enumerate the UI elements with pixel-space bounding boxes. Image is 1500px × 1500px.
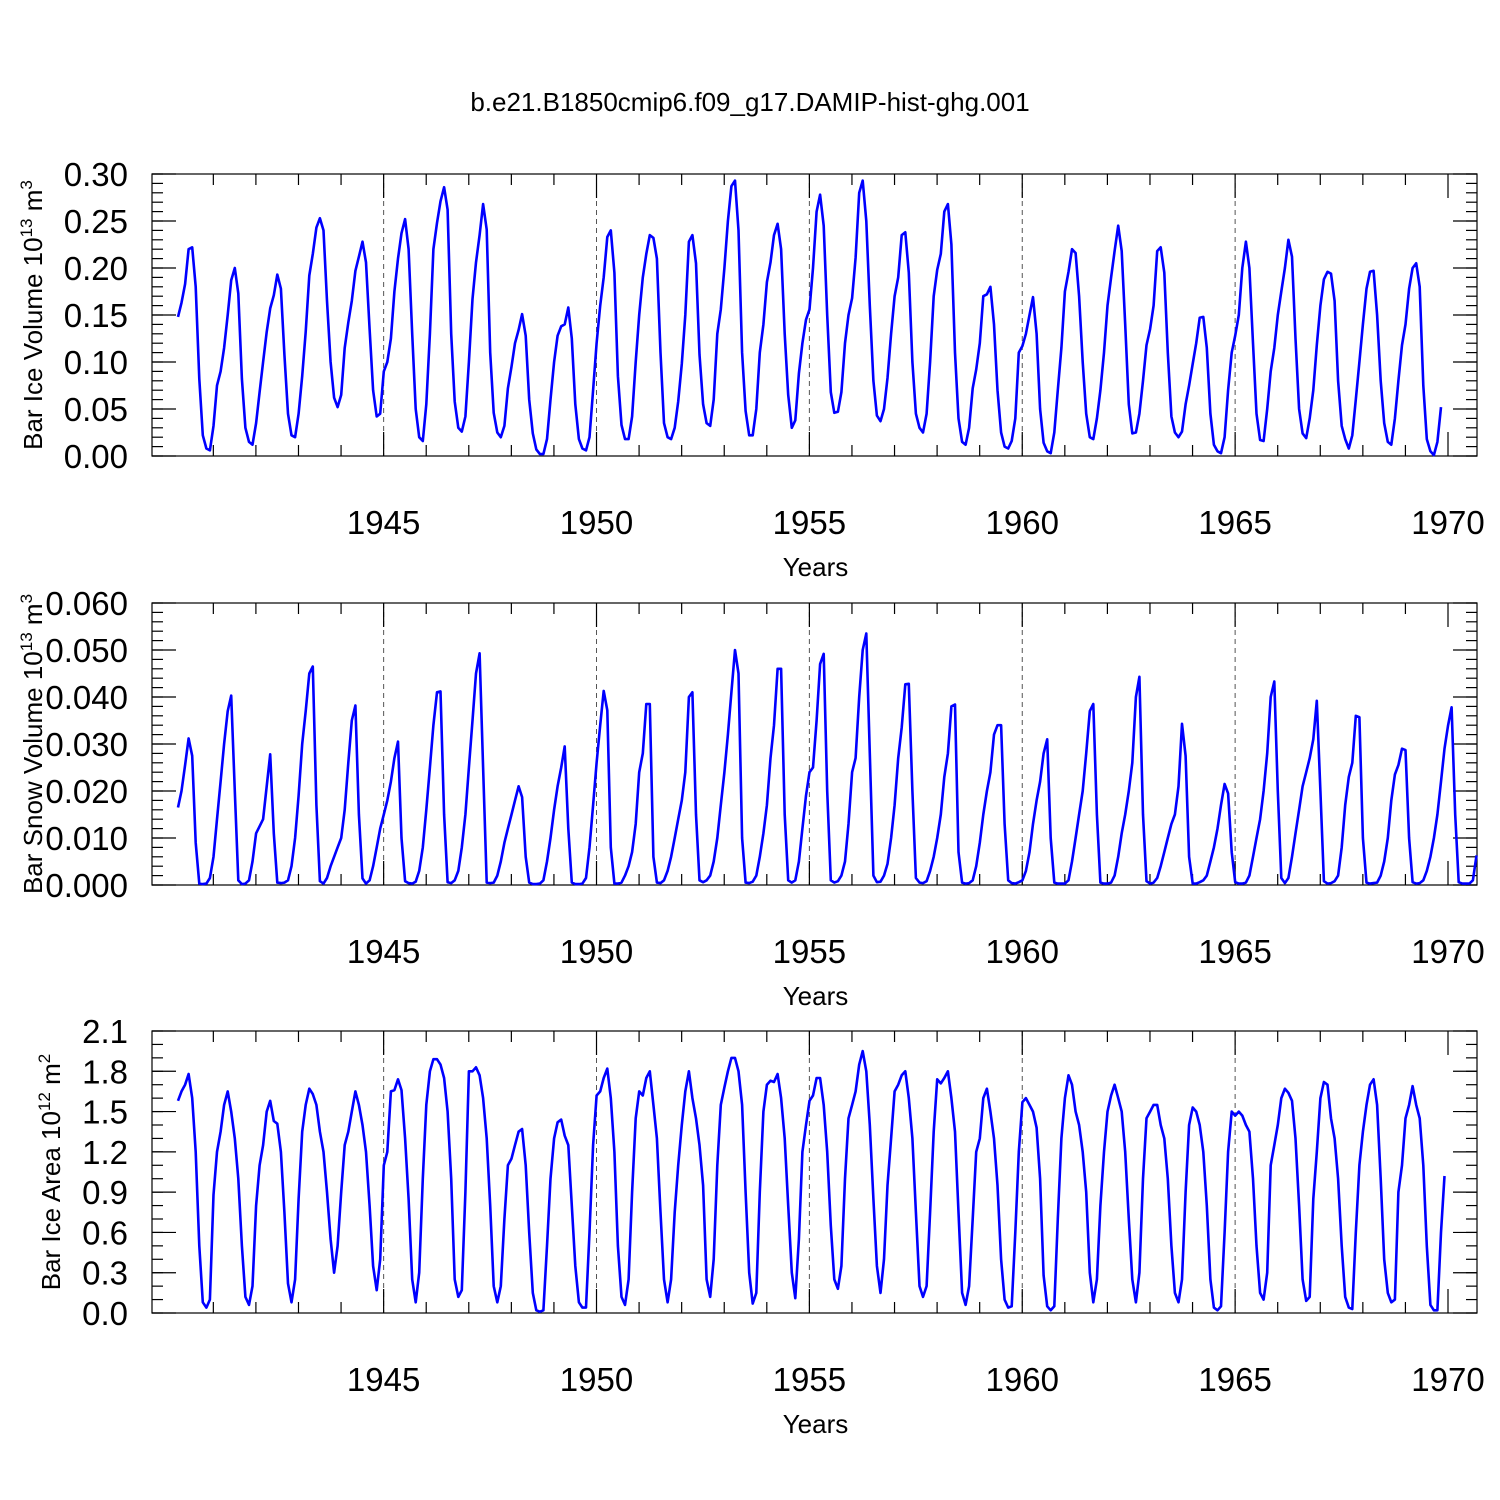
y-tick-label: 0.0 <box>82 1295 128 1332</box>
x-tick-label: 1945 <box>347 1361 420 1398</box>
y-axis-title-exponent: 13 <box>17 218 36 237</box>
y-axis-title: Bar Ice Area 1012 m2 <box>35 1054 66 1291</box>
y-axis-title-unit: m <box>36 1063 66 1092</box>
y-tick-label: 0.030 <box>45 726 128 763</box>
x-tick-label: 1950 <box>560 504 633 541</box>
plot-frame <box>151 1030 1478 1314</box>
series-line-ice-volume <box>176 179 1443 457</box>
x-axis-title: Years <box>783 1409 849 1439</box>
y-tick-label: 0.020 <box>45 773 128 810</box>
y-tick-label: 0.05 <box>64 391 128 428</box>
y-axis-title-unit-exponent: 2 <box>35 1054 54 1063</box>
x-tick-label: 1950 <box>560 1361 633 1398</box>
y-tick-label: 2.1 <box>82 1013 128 1050</box>
y-tick-label: 1.2 <box>82 1134 128 1171</box>
chart-title: b.e21.B1850cmip6.f09_g17.DAMIP-hist-ghg.… <box>470 87 1029 117</box>
y-axis-title-exponent: 13 <box>17 632 36 651</box>
y-tick-label: 0.9 <box>82 1174 128 1211</box>
x-tick-label: 1945 <box>347 504 420 541</box>
x-tick-label: 1970 <box>1411 1361 1484 1398</box>
y-axis-title-exponent: 12 <box>35 1092 54 1111</box>
series-line-snow-volume <box>176 632 1478 886</box>
x-tick-label: 1965 <box>1198 933 1271 970</box>
y-tick-label: 0.30 <box>64 156 128 193</box>
panel-ice-volume: 1945 1950 1955 1960 1965 1970 0.00 0.05 0.10 0.15… <box>17 156 1485 582</box>
x-tick-label: 1960 <box>986 933 1059 970</box>
y-tick-label: 0.6 <box>82 1214 128 1251</box>
y-axis-title-text: Bar Ice Volume 10 <box>18 237 48 449</box>
x-tick-label: 1955 <box>773 504 846 541</box>
y-tick-label: 0.060 <box>45 585 128 622</box>
y-axis-title: Bar Snow Volume 1013 m3 <box>17 594 48 894</box>
y-tick-label: 0.010 <box>45 820 128 857</box>
x-tick-label: 1960 <box>986 1361 1059 1398</box>
x-axis-title: Years <box>783 552 849 582</box>
y-axis-title-text: Bar Snow Volume 10 <box>18 651 48 894</box>
panel-snow-volume: 1945 1950 1955 1960 1965 1970 0.000 0.010 0.020 0… <box>17 585 1485 1011</box>
x-tick-label: 1965 <box>1198 504 1271 541</box>
y-tick-label: 0.00 <box>64 438 128 475</box>
y-tick-label: 0.20 <box>64 250 128 287</box>
x-tick-label: 1965 <box>1198 1361 1271 1398</box>
panels-container: 1945 1950 1955 1960 1965 1970 0.00 0.05 0.10 0.15… <box>17 156 1485 1439</box>
series-line-ice-area <box>176 1049 1446 1313</box>
x-tick-label: 1945 <box>347 933 420 970</box>
y-axis-title: Bar Ice Volume 1013 m3 <box>17 180 48 450</box>
y-axis-title-unit: m <box>18 603 48 632</box>
x-tick-label: 1970 <box>1411 504 1484 541</box>
panel-ice-area: 1945 1950 1955 1960 1965 19700.00.30.60.91.21… <box>35 1013 1485 1439</box>
y-tick-label: 0.000 <box>45 867 128 904</box>
y-tick-label: 0.10 <box>64 344 128 381</box>
y-axis-title-unit-exponent: 3 <box>17 180 36 189</box>
y-axis-title-unit: m <box>18 190 48 219</box>
y-axis-title-unit-exponent: 3 <box>17 594 36 603</box>
y-tick-label: 1.5 <box>82 1094 128 1131</box>
y-tick-label: 1.8 <box>82 1053 128 1090</box>
y-tick-label: 0.3 <box>82 1255 128 1292</box>
x-tick-label: 1960 <box>986 504 1059 541</box>
x-tick-label: 1950 <box>560 933 633 970</box>
y-tick-label: 0.050 <box>45 632 128 669</box>
y-axis-title-text: Bar Ice Area 10 <box>36 1111 66 1290</box>
y-tick-label: 0.15 <box>64 297 128 334</box>
x-axis-title: Years <box>783 981 849 1011</box>
x-tick-label: 1955 <box>773 1361 846 1398</box>
y-tick-label: 0.25 <box>64 203 128 240</box>
y-tick-label: 0.040 <box>45 679 128 716</box>
x-tick-label: 1970 <box>1411 933 1484 970</box>
x-tick-label: 1955 <box>773 933 846 970</box>
